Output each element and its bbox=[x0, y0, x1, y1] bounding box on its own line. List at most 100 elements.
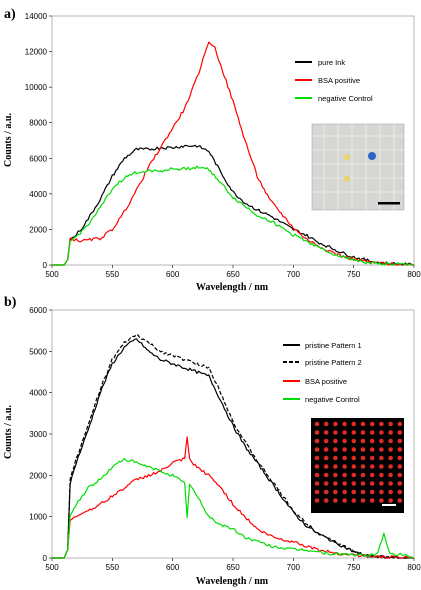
legend-a-label-negative-control: negative Control bbox=[318, 94, 373, 103]
panel-b-y-tick-label: 2000 bbox=[29, 471, 47, 480]
red-dot-icon bbox=[388, 455, 393, 461]
red-dot-icon bbox=[351, 455, 357, 461]
red-dot-icon bbox=[333, 447, 338, 452]
red-dot-icon bbox=[397, 438, 403, 444]
red-dot-icon bbox=[360, 464, 366, 469]
panel-b-x-tick-label: 750 bbox=[347, 563, 361, 572]
red-dot-icon bbox=[388, 430, 393, 435]
red-dot-icon bbox=[342, 447, 347, 452]
red-dot-icon bbox=[379, 481, 384, 486]
panel-a-y-tick-label: 6000 bbox=[29, 154, 47, 163]
panel-a-plot-area: 0 2000 4000 6000 8000 10000 12000 14000 500 550 60… bbox=[25, 12, 421, 279]
red-dot-icon bbox=[397, 489, 403, 495]
panel-b-inset-fluorescence-image bbox=[311, 418, 404, 513]
yellow-spot-icon bbox=[344, 176, 350, 182]
red-dot-icon bbox=[323, 430, 329, 435]
red-dot-icon bbox=[314, 421, 320, 427]
red-dot-icon bbox=[333, 421, 338, 427]
red-dot-icon bbox=[351, 421, 357, 427]
panel-a-y-tick-label: 8000 bbox=[29, 119, 47, 128]
panel-a-series-line-3 bbox=[52, 165, 414, 266]
panel-a-legend: pure Ink BSA positive negative Control bbox=[295, 58, 373, 103]
legend-a-label-bsa-positive: BSA positive bbox=[318, 76, 360, 85]
panel-b-y-axis-title: Counts / a.u. bbox=[3, 405, 14, 459]
red-dot-icon bbox=[342, 438, 347, 444]
red-dot-icon bbox=[342, 430, 347, 435]
red-dot-icon bbox=[379, 498, 384, 503]
red-dot-icon bbox=[388, 472, 393, 478]
panel-a-inset-photo bbox=[311, 123, 405, 211]
panel-b-x-tick-label: 650 bbox=[226, 563, 240, 572]
red-dot-icon bbox=[333, 489, 338, 495]
panel-a-label: a) bbox=[4, 7, 16, 22]
legend-b-label-bsa-positive: BSA positive bbox=[305, 377, 347, 386]
red-dot-icon bbox=[323, 464, 329, 469]
red-dot-icon bbox=[360, 447, 366, 452]
red-dot-icon bbox=[397, 472, 403, 478]
panel-a-y-tick-label: 0 bbox=[43, 261, 48, 270]
panel-a-x-tick-label: 750 bbox=[347, 270, 361, 279]
red-dot-icon bbox=[333, 481, 338, 486]
panel-a-y-tick-label: 10000 bbox=[25, 83, 48, 92]
panel-a-y-tick-label: 14000 bbox=[25, 12, 48, 21]
legend-b-label-negative-control: negative Control bbox=[305, 395, 360, 404]
red-dot-icon bbox=[369, 430, 375, 435]
panel-a-y-axis-title: Counts / a.u. bbox=[3, 113, 14, 167]
blue-spot-icon bbox=[368, 152, 376, 160]
panel-a-chart: a) 0 2000 4000 6000 8000 10000 12000 14000 500 55… bbox=[3, 7, 421, 293]
red-dot-icon bbox=[342, 489, 347, 495]
panel-a-y-tick-label: 4000 bbox=[29, 190, 47, 199]
panel-b-y-tick-label: 6000 bbox=[29, 306, 47, 315]
red-dot-icon bbox=[351, 447, 357, 452]
red-dot-icon bbox=[360, 430, 366, 435]
red-dot-icon bbox=[351, 438, 357, 444]
red-dot-icon bbox=[323, 472, 329, 478]
panel-b-x-tick-label: 500 bbox=[45, 563, 59, 572]
panel-a-x-tick-label: 800 bbox=[407, 270, 421, 279]
red-dot-icon bbox=[379, 489, 384, 495]
panel-a-x-tick-label: 550 bbox=[106, 270, 120, 279]
red-dot-icon bbox=[351, 489, 357, 495]
red-dot-icon bbox=[388, 438, 393, 444]
red-dot-icon bbox=[369, 498, 375, 503]
red-dot-icon bbox=[314, 498, 320, 503]
red-dot-icon bbox=[314, 481, 320, 486]
red-dot-icon bbox=[351, 464, 357, 469]
red-dot-icon bbox=[333, 464, 338, 469]
panel-a-x-tick-label: 700 bbox=[287, 270, 301, 279]
legend-a-label-pure-ink: pure Ink bbox=[318, 58, 345, 67]
red-dot-icon bbox=[369, 464, 375, 469]
red-dot-icon bbox=[323, 489, 329, 495]
panel-b-x-tick-label: 700 bbox=[287, 563, 301, 572]
red-dot-icon bbox=[369, 447, 375, 452]
red-dot-icon bbox=[314, 472, 320, 478]
red-dot-icon bbox=[333, 455, 338, 461]
panel-b-chart: b) 0 1000 2000 3000 4000 5000 6000 500 550 600 650… bbox=[3, 295, 421, 587]
red-dot-icon bbox=[388, 481, 393, 486]
red-dot-icon bbox=[397, 447, 403, 452]
red-dot-icon bbox=[314, 455, 320, 461]
red-dot-icon bbox=[369, 455, 375, 461]
panel-a-x-tick-label: 500 bbox=[45, 270, 59, 279]
red-dot-icon bbox=[342, 455, 347, 461]
red-dot-icon bbox=[360, 455, 366, 461]
panel-b-y-tick-label: 4000 bbox=[29, 389, 47, 398]
yellow-spot-icon bbox=[344, 154, 350, 160]
red-dot-icon bbox=[360, 421, 366, 427]
red-dot-icon bbox=[323, 455, 329, 461]
red-dot-icon bbox=[342, 464, 347, 469]
red-dot-icon bbox=[388, 489, 393, 495]
red-dot-icon bbox=[360, 489, 366, 495]
red-dot-icon bbox=[369, 421, 375, 427]
red-dot-icon bbox=[333, 472, 338, 478]
panel-b-y-tick-label: 1000 bbox=[29, 513, 47, 522]
red-dot-icon bbox=[397, 455, 403, 461]
red-dot-icon bbox=[351, 472, 357, 478]
panel-b-y-tick-label: 5000 bbox=[29, 347, 47, 356]
red-dot-icon bbox=[379, 421, 384, 427]
red-dot-icon bbox=[388, 498, 393, 503]
red-dot-icon bbox=[397, 430, 403, 435]
panel-b-y-tick-label: 3000 bbox=[29, 430, 47, 439]
legend-b-label-pristine-pattern-2: pristine Pattern 2 bbox=[305, 358, 362, 367]
